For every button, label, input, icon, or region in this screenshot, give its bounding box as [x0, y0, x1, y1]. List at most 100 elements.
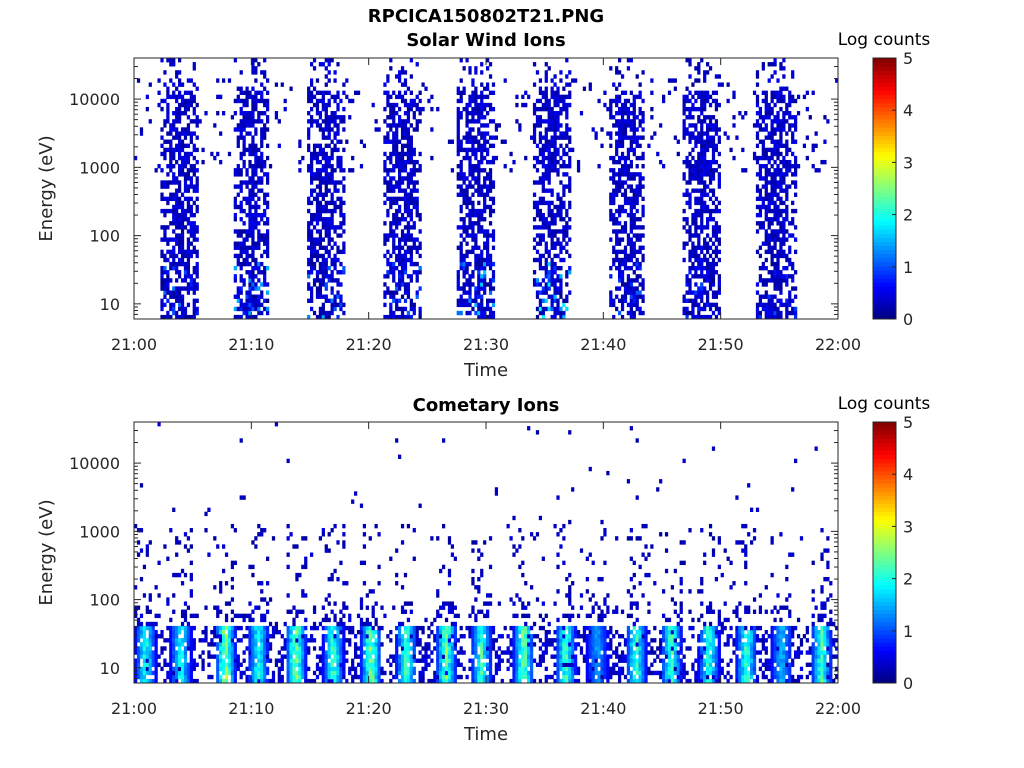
- spectrogram-cell: [412, 188, 416, 193]
- spectrogram-cell: [638, 282, 642, 287]
- spectrogram-cell: [307, 135, 311, 140]
- spectrogram-cell: [788, 94, 792, 100]
- spectrogram-cell: [612, 298, 616, 303]
- spectrogram-cell: [154, 674, 158, 680]
- spectrogram-cell: [776, 257, 780, 263]
- spectrogram-cell: [183, 184, 188, 189]
- spectrogram-cell: [462, 200, 466, 206]
- spectrogram-cell: [706, 278, 710, 283]
- spectrogram-cell: [629, 241, 633, 246]
- spectrogram-cell: [257, 115, 261, 120]
- spectrogram-cell: [400, 253, 405, 259]
- spectrogram-cell: [682, 123, 686, 128]
- spectrogram-cell: [761, 306, 765, 312]
- spectrogram-cell: [697, 131, 701, 136]
- spectrogram-cell: [632, 98, 636, 104]
- spectrogram-cell: [823, 159, 827, 165]
- spectrogram-cell: [477, 265, 481, 271]
- spectrogram-cell: [782, 123, 786, 128]
- spectrogram-cell: [805, 90, 809, 96]
- spectrogram-cell: [755, 188, 760, 193]
- spectrogram-cell: [706, 314, 710, 320]
- spectrogram-cell: [456, 111, 460, 116]
- spectrogram-cell: [242, 613, 246, 619]
- spectrogram-cell: [776, 143, 780, 149]
- spectrogram-cell: [559, 278, 563, 283]
- spectrogram-cell: [254, 650, 258, 655]
- spectrogram-cell: [582, 86, 587, 91]
- spectrogram-cell: [465, 298, 469, 303]
- spectrogram-cell: [180, 221, 185, 226]
- spectrogram-cell: [641, 257, 645, 263]
- spectrogram-cell: [389, 127, 393, 132]
- spectrogram-cell: [770, 229, 774, 234]
- spectrogram-cell: [324, 106, 328, 112]
- spectrogram-cell: [277, 658, 281, 663]
- spectrogram-cell: [321, 147, 325, 153]
- spectrogram-cell: [389, 294, 393, 299]
- spectrogram-cell: [468, 98, 472, 104]
- spectrogram-cell: [776, 212, 780, 218]
- colorbar-segment: [873, 253, 896, 259]
- spectrogram-cell: [189, 139, 193, 144]
- spectrogram-cell: [386, 172, 390, 177]
- spectrogram-cell: [233, 278, 237, 283]
- spectrogram-cell: [160, 58, 164, 63]
- spectrogram-cell: [371, 102, 375, 108]
- spectrogram-cell: [632, 119, 636, 124]
- spectrogram-cell: [219, 634, 223, 639]
- spectrogram-cell: [136, 621, 141, 627]
- spectrogram-cell: [779, 302, 783, 308]
- spectrogram-cell: [782, 119, 786, 124]
- spectrogram-cell: [764, 229, 768, 234]
- spectrogram-cell: [547, 168, 551, 173]
- spectrogram-cell: [327, 115, 331, 120]
- spectrogram-cell: [324, 217, 328, 222]
- spectrogram-cell: [403, 217, 408, 222]
- spectrogram-cell: [266, 204, 270, 210]
- spectrogram-cell: [386, 98, 390, 104]
- spectrogram-cell: [776, 155, 780, 161]
- spectrogram-cell: [618, 70, 622, 75]
- spectrogram-cell: [257, 176, 261, 181]
- spectrogram-cell: [409, 143, 413, 149]
- spectrogram-cell: [260, 94, 264, 100]
- spectrogram-cell: [233, 172, 237, 177]
- spectrogram-cell: [169, 650, 173, 655]
- spectrogram-cell: [224, 638, 229, 643]
- spectrogram-cell: [180, 670, 185, 676]
- spectrogram-cell: [263, 282, 267, 287]
- spectrogram-cell: [192, 98, 196, 104]
- spectrogram-cell: [615, 229, 619, 234]
- spectrogram-cell: [251, 94, 255, 100]
- spectrogram-cell: [791, 123, 795, 128]
- spectrogram-cell: [178, 70, 182, 75]
- spectrogram-cell: [257, 90, 261, 96]
- colorbar-segment: [873, 123, 896, 128]
- spectrogram-cell: [389, 159, 393, 165]
- spectrogram-cell: [538, 225, 543, 230]
- spectrogram-cell: [330, 257, 334, 263]
- spectrogram-cell: [251, 270, 255, 275]
- spectrogram-cell: [245, 674, 249, 680]
- spectrogram-cell: [233, 204, 237, 210]
- spectrogram-cell: [553, 155, 557, 161]
- spectrogram-cell: [620, 257, 625, 263]
- spectrogram-cell: [175, 86, 179, 91]
- spectrogram-cell: [251, 184, 255, 189]
- spectrogram-cell: [406, 314, 411, 320]
- spectrogram-cell: [550, 298, 554, 303]
- spectrogram-cell: [389, 200, 393, 206]
- spectrogram-cell: [178, 298, 182, 303]
- spectrogram-cell: [697, 176, 701, 181]
- spectrogram-cell: [462, 225, 466, 230]
- spectrogram-cell: [260, 176, 264, 181]
- spectrogram-cell: [406, 229, 411, 234]
- spectrogram-cell: [389, 111, 393, 116]
- spectrogram-cell: [178, 261, 182, 267]
- spectrogram-cell: [400, 294, 405, 299]
- spectrogram-cell: [263, 159, 267, 165]
- spectrogram-cell: [544, 176, 548, 181]
- spectrogram-cell: [166, 597, 170, 602]
- spectrogram-cell: [706, 204, 710, 210]
